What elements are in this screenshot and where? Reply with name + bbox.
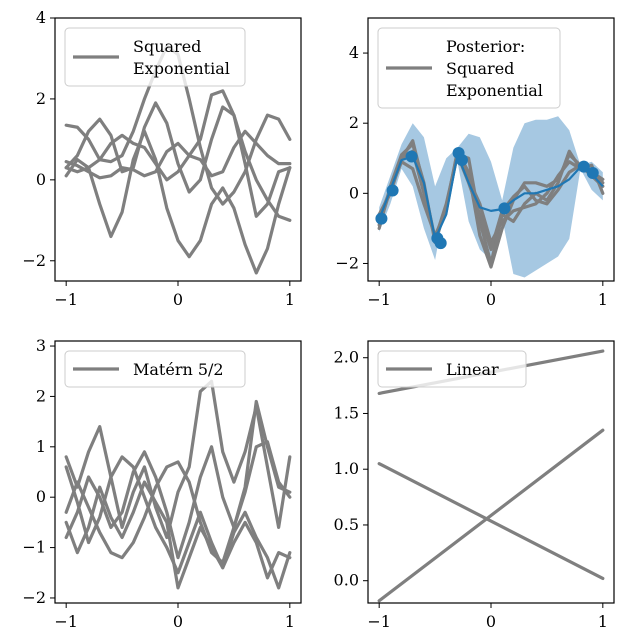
plot-area (375, 116, 605, 278)
series-line-3 (64, 399, 292, 565)
series-line-2 (64, 101, 292, 218)
legend-box (377, 27, 561, 109)
y-tick-label: 4 (349, 43, 359, 62)
y-tick-label: −2 (335, 253, 359, 272)
legend-box (64, 350, 246, 388)
y-tick-label: 0 (36, 170, 46, 189)
y-tick-label: 2 (36, 89, 46, 108)
y-tick-label: 2.0 (334, 348, 359, 367)
legend: Posterior: Squared Exponential (377, 27, 561, 109)
y-tick-label: −1 (22, 538, 46, 557)
y-tick-label: 0 (36, 487, 46, 506)
y-tick-label: 2 (36, 386, 46, 405)
observation-point-8 (498, 202, 511, 215)
x-tick-label: −1 (54, 290, 78, 309)
observation-point-2 (386, 184, 399, 197)
observation-point-9 (577, 160, 590, 173)
plot-area (377, 349, 605, 603)
x-tick-label: 0 (486, 612, 496, 631)
y-tick-label: 4 (36, 8, 46, 27)
y-tick-label: 2 (349, 113, 359, 132)
x-tick-label: 1 (598, 290, 608, 309)
legend-label: Exponential (446, 81, 543, 100)
legend-label: Posterior: (446, 37, 525, 56)
panel-posterior: −1 0 1 −2 0 2 4 Posterior: Squared Exponential (335, 17, 615, 309)
plot-area (64, 379, 292, 590)
y-tick-label: −2 (22, 251, 46, 270)
legend: Squared Exponential (64, 27, 246, 87)
panel-matern: −1 0 1 −2 −1 0 1 2 3 Matérn 5/2 (22, 336, 302, 631)
legend: Matérn 5/2 (64, 350, 246, 388)
x-tick-label: 0 (486, 290, 496, 309)
series-line-3 (377, 149, 605, 245)
series-line-4 (64, 455, 292, 590)
series-line-3 (377, 428, 605, 603)
legend: Linear (377, 350, 527, 388)
observation-point-10 (586, 166, 599, 179)
series-line-5 (64, 129, 292, 182)
x-tick-label: 0 (173, 290, 183, 309)
legend-label: Exponential (133, 59, 230, 78)
series-line-4 (64, 89, 292, 222)
legend-box (377, 350, 527, 388)
observation-point-3 (405, 150, 418, 163)
observation-point-5 (434, 237, 447, 250)
posterior-mean-line (378, 153, 604, 241)
y-tick-label: 3 (36, 336, 46, 355)
y-tick-label: 0.5 (334, 515, 359, 534)
legend-label: Matérn 5/2 (133, 360, 224, 379)
x-tick-label: −1 (367, 612, 391, 631)
y-tick-label: 1.5 (334, 403, 359, 422)
series-line-3 (64, 129, 292, 275)
observation-point-1 (375, 212, 388, 225)
legend-box (64, 27, 246, 87)
y-tick-label: 1.0 (334, 459, 359, 478)
x-tick-label: 1 (285, 290, 295, 309)
series-line-2 (377, 462, 605, 581)
x-tick-label: 0 (173, 612, 183, 631)
y-tick-label: −2 (22, 588, 46, 607)
panel-linear: −1 0 1 0.0 0.5 1.0 1.5 2.0 Linear (334, 340, 615, 631)
observation-point-7 (455, 154, 468, 167)
panel-se: −1 0 1 −2 0 2 4 Squared Exponential (22, 8, 302, 309)
y-tick-label: 1 (36, 437, 46, 456)
legend-label: Squared (133, 37, 201, 56)
legend-label: Squared (446, 59, 514, 78)
y-tick-label: 0 (349, 183, 359, 202)
x-tick-label: 1 (285, 612, 295, 631)
x-tick-label: 1 (598, 612, 608, 631)
series-line-5 (64, 480, 292, 590)
y-tick-label: 0.0 (334, 571, 359, 590)
x-tick-label: −1 (367, 290, 391, 309)
legend-label: Linear (446, 360, 499, 379)
x-tick-label: −1 (54, 612, 78, 631)
